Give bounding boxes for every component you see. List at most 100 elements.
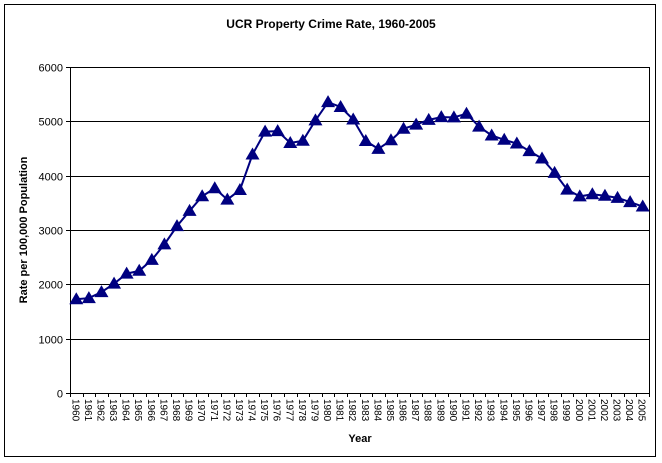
data-point-triangle — [270, 124, 285, 137]
x-tick-label: 1997 — [535, 399, 546, 422]
x-tick-label: 1993 — [485, 399, 496, 422]
x-tick-label: 1962 — [94, 399, 105, 422]
data-point-triangle — [409, 117, 424, 130]
y-tick-label: 1000 — [39, 335, 63, 347]
x-tick-label: 1998 — [548, 399, 559, 422]
x-tick-label: 1964 — [120, 399, 131, 422]
x-tick-label: 2004 — [623, 399, 634, 422]
x-tick-label: 1967 — [157, 399, 168, 422]
data-point-triangle — [195, 189, 210, 202]
data-point-triangle — [597, 188, 612, 201]
data-point-triangle — [547, 165, 562, 178]
data-point-triangle — [119, 266, 134, 279]
x-tick-label: 2000 — [573, 399, 584, 422]
x-tick-label: 1973 — [233, 399, 244, 422]
data-point-triangle — [333, 99, 348, 112]
y-tick-label: 2000 — [39, 280, 63, 292]
x-tick-label: 2005 — [636, 399, 647, 422]
x-tick-label: 1976 — [271, 399, 282, 422]
data-point-triangle — [81, 291, 96, 304]
y-axis-label: Rate per 100,000 Population — [18, 156, 30, 303]
data-point-triangle — [295, 133, 310, 146]
data-point-triangle — [509, 136, 524, 149]
x-tick-label: 1986 — [397, 399, 408, 422]
data-point-triangle — [371, 141, 386, 154]
x-tick-label: 1983 — [359, 399, 370, 422]
data-point-triangle — [132, 263, 147, 276]
data-point-triangle — [232, 182, 247, 195]
x-tick-label: 1999 — [560, 399, 571, 422]
data-point-triangle — [572, 189, 587, 202]
data-point-triangle — [585, 187, 600, 200]
data-point-triangle — [169, 219, 184, 232]
x-tick-label: 1987 — [409, 399, 420, 422]
data-point-triangle — [459, 106, 474, 119]
data-point-triangle — [434, 110, 449, 123]
data-point-triangle — [421, 112, 436, 125]
data-point-triangle — [69, 292, 84, 305]
data-point-triangle — [308, 113, 323, 126]
data-point-triangle — [472, 119, 487, 132]
x-tick-label: 1972 — [220, 399, 231, 422]
x-tick-label: 1963 — [107, 399, 118, 422]
x-tick-label: 1990 — [447, 399, 458, 422]
x-tick-label: 1985 — [384, 399, 395, 422]
x-tick-label: 1995 — [510, 399, 521, 422]
series-line — [76, 100, 644, 301]
x-tick-label: 1968 — [170, 399, 181, 422]
x-tick-label: 1992 — [472, 399, 483, 422]
data-point-triangle — [144, 252, 159, 265]
x-tick-label: 1981 — [334, 399, 345, 422]
y-tick-label: 0 — [57, 389, 63, 401]
x-axis-label: Year — [348, 433, 372, 445]
x-tick-label: 1965 — [132, 399, 143, 422]
x-tick-label: 1989 — [434, 399, 445, 422]
x-tick-label: 1996 — [522, 399, 533, 422]
data-point-triangle — [358, 134, 373, 147]
x-tick-label: 1974 — [246, 399, 257, 422]
x-tick-label: 1984 — [371, 399, 382, 422]
chart-frame — [4, 4, 656, 457]
data-point-triangle — [220, 192, 235, 205]
data-point-triangle — [497, 132, 512, 145]
x-tick-label: 1970 — [195, 399, 206, 422]
x-tick-label: 1966 — [145, 399, 156, 422]
x-tick-label: 1994 — [497, 399, 508, 422]
y-tick-label: 3000 — [39, 226, 63, 238]
data-point-triangle — [383, 133, 398, 146]
x-tick-label: 1978 — [296, 399, 307, 422]
y-tick-label: 5000 — [39, 117, 63, 129]
data-point-triangle — [484, 128, 499, 141]
x-tick-label: 1960 — [69, 399, 80, 422]
x-tick-label: 1971 — [208, 399, 219, 422]
x-tick-label: 1961 — [82, 399, 93, 422]
data-point-triangle — [245, 147, 260, 160]
data-point-triangle — [283, 135, 298, 148]
x-tick-label: 1982 — [346, 399, 357, 422]
data-point-triangle — [207, 181, 222, 194]
x-tick-label: 1977 — [283, 399, 294, 422]
x-tick-label: 1975 — [258, 399, 269, 422]
data-point-triangle — [346, 112, 361, 125]
y-tick-label: 6000 — [39, 63, 63, 75]
data-point-triangle — [535, 151, 550, 164]
data-point-triangle — [157, 237, 172, 250]
data-point-triangle — [522, 144, 537, 157]
x-tick-label: 1988 — [422, 399, 433, 422]
data-point-triangle — [610, 190, 625, 203]
data-point-triangle — [258, 124, 273, 137]
x-tick-label: 1980 — [321, 399, 332, 422]
data-point-triangle — [321, 95, 336, 108]
x-tick-label: 2001 — [585, 399, 596, 422]
x-tick-label: 1991 — [459, 399, 470, 422]
chart-title: UCR Property Crime Rate, 1960-2005 — [226, 17, 436, 31]
x-tick-label: 2002 — [598, 399, 609, 422]
x-tick-label: 1969 — [183, 399, 194, 422]
x-tick-label: 2003 — [611, 399, 622, 422]
data-point-triangle — [94, 285, 109, 298]
data-point-triangle — [182, 203, 197, 216]
data-point-triangle — [446, 110, 461, 123]
data-point-triangle — [623, 195, 638, 208]
data-point-triangle — [396, 121, 411, 134]
